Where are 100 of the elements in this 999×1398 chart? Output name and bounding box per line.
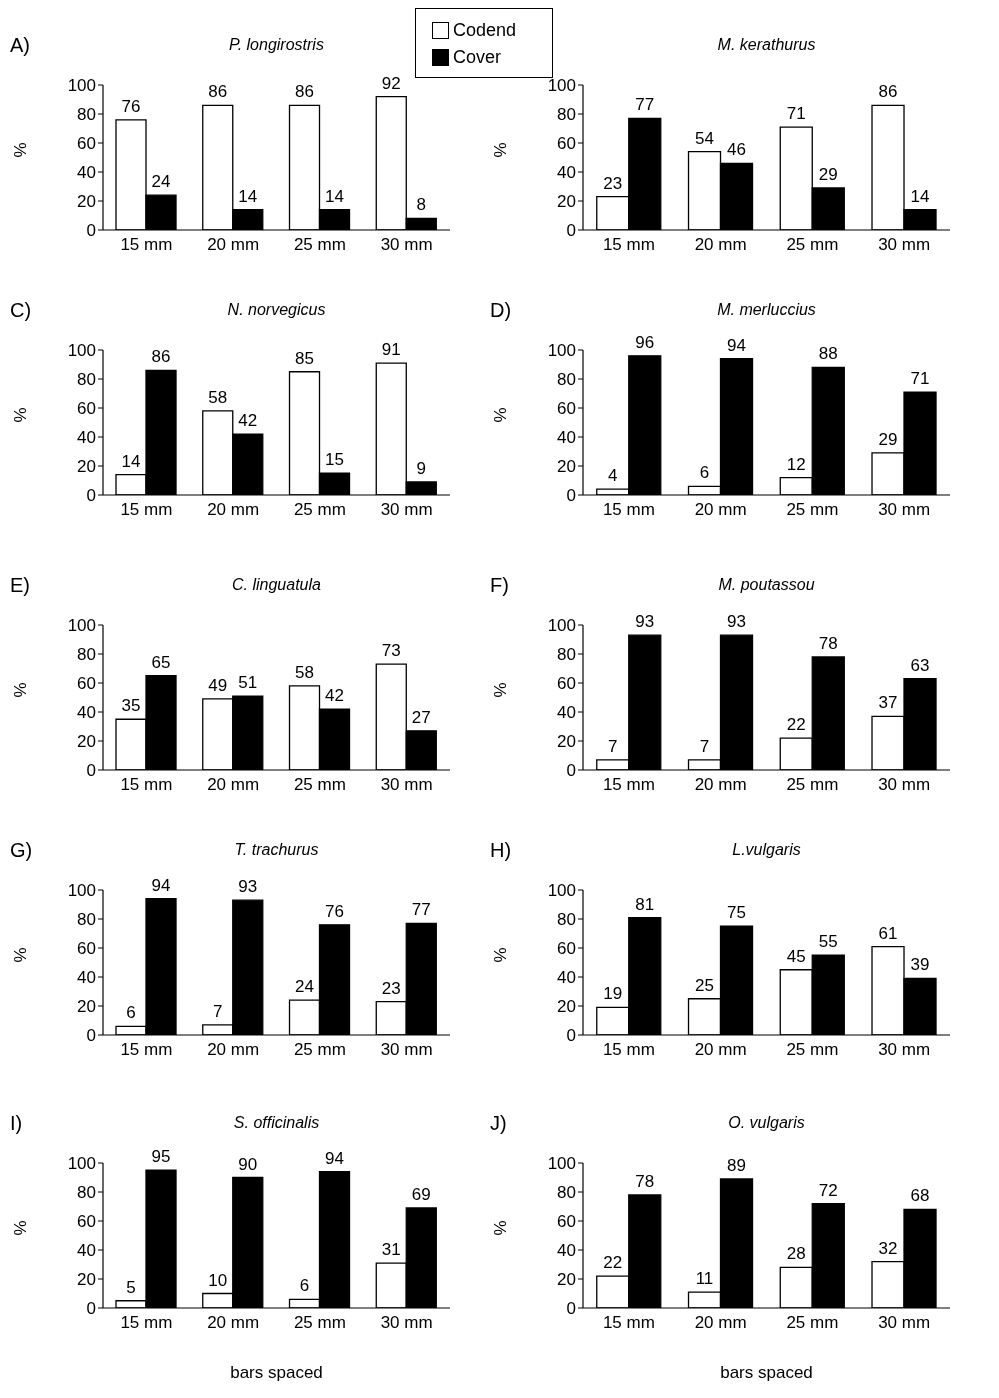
x-tick-label: 25 mm (786, 1040, 839, 1060)
y-tick-label: 60 (77, 674, 96, 694)
x-tick-label: 20 mm (694, 1040, 747, 1060)
data-label: 94 (325, 1148, 344, 1168)
y-axis-title: % (491, 947, 511, 963)
y-tick-label: 40 (77, 163, 96, 183)
x-tick-label: 30 mm (878, 1313, 931, 1333)
x-tick-label: 20 mm (207, 500, 260, 520)
data-label: 51 (238, 673, 258, 693)
data-label: 7 (213, 1001, 223, 1021)
text: A) (10, 34, 30, 56)
y-tick-label: 100 (547, 76, 576, 96)
data-label: 95 (151, 1147, 171, 1167)
x-tick-label: 30 mm (380, 1313, 433, 1333)
y-tick-label: 20 (557, 997, 576, 1017)
y-tick-label: 20 (77, 457, 96, 477)
y-tick-label: 60 (77, 399, 96, 419)
x-tick-label: 30 mm (380, 500, 433, 520)
y-axis-title: % (491, 1220, 511, 1236)
y-tick-label: 40 (557, 163, 576, 183)
y-tick-label: 0 (86, 761, 96, 781)
data-label: 14 (325, 186, 344, 206)
text: J) (490, 1112, 507, 1134)
y-tick-label: 60 (77, 939, 96, 959)
y-tick-label: 0 (86, 1026, 96, 1046)
y-tick-label: 80 (557, 910, 576, 930)
data-label: 86 (878, 82, 898, 102)
x-tick-label: 15 mm (120, 1040, 173, 1060)
data-label: 89 (727, 1155, 746, 1175)
x-tick-label: 25 mm (293, 1313, 346, 1333)
x-tick-label: 15 mm (120, 500, 173, 520)
data-label: 29 (878, 429, 898, 449)
data-label: 81 (635, 894, 655, 914)
chart-title: T. trachurus (234, 841, 319, 858)
text: G) (10, 839, 33, 861)
y-tick-label: 0 (566, 761, 576, 781)
chart-title: N. norvegicus (227, 301, 326, 318)
x-tick-label: 20 mm (694, 235, 747, 255)
data-label: 94 (151, 875, 171, 895)
data-label: 12 (786, 454, 806, 474)
data-label: 77 (411, 900, 431, 920)
data-label: 42 (238, 411, 258, 431)
x-tick-label: 15 mm (120, 775, 173, 795)
y-tick-label: 0 (566, 486, 576, 506)
data-label: 65 (151, 652, 171, 672)
y-axis-title: % (491, 407, 511, 423)
x-tick-label: 20 mm (207, 775, 260, 795)
x-tick-label: 30 mm (878, 235, 931, 255)
y-tick-label: 60 (77, 1212, 96, 1232)
y-tick-label: 60 (557, 1212, 576, 1232)
data-label: 73 (381, 641, 401, 661)
y-tick-label: 20 (557, 457, 576, 477)
y-tick-label: 80 (557, 370, 576, 390)
x-tick-label: 15 mm (602, 235, 655, 255)
text: H) (490, 839, 512, 861)
data-label: 68 (910, 1186, 930, 1206)
y-tick-label: 60 (77, 134, 96, 154)
text: E) (10, 574, 30, 596)
data-label: 54 (695, 128, 714, 148)
text: C) (10, 299, 32, 321)
y-axis-title: % (11, 947, 31, 963)
data-label: 25 (695, 975, 714, 995)
data-label: 6 (126, 1003, 136, 1023)
x-tick-label: 15 mm (602, 775, 655, 795)
data-label: 14 (238, 186, 258, 206)
x-tick-label: 25 mm (293, 235, 346, 255)
y-tick-label: 0 (566, 221, 576, 241)
x-tick-label: 30 mm (878, 775, 931, 795)
y-tick-label: 40 (557, 968, 576, 988)
data-label: 55 (818, 932, 838, 952)
y-tick-label: 20 (557, 192, 576, 212)
x-tick-label: 15 mm (120, 1313, 173, 1333)
y-tick-label: 20 (77, 1270, 96, 1290)
x-tick-label: 25 mm (293, 1040, 346, 1060)
x-tick-label: 20 mm (694, 500, 747, 520)
y-tick-label: 20 (557, 732, 576, 752)
x-tick-label: 30 mm (380, 235, 433, 255)
x-tick-label: 25 mm (293, 500, 346, 520)
y-tick-label: 0 (86, 221, 96, 241)
data-label: 11 (695, 1269, 714, 1289)
data-label: 45 (786, 946, 806, 966)
chart-title: M. kerathurus (717, 36, 816, 53)
y-axis-title: % (11, 1220, 31, 1236)
y-tick-label: 60 (557, 939, 576, 959)
y-tick-label: 80 (77, 910, 96, 930)
chart-title: C. linguatula (232, 576, 321, 593)
data-label: 22 (786, 715, 806, 735)
y-tick-label: 0 (86, 1299, 96, 1319)
data-label: 24 (151, 172, 171, 192)
text: F) (490, 574, 509, 596)
data-label: 7 (699, 736, 710, 756)
data-label: 23 (603, 173, 623, 193)
x-tick-label: 15 mm (602, 1313, 655, 1333)
x-tick-label: 15 mm (602, 500, 655, 520)
x-tick-label: 20 mm (207, 1040, 260, 1060)
data-label: 91 (381, 340, 401, 360)
x-tick-label: 20 mm (694, 775, 747, 795)
data-label: 9 (416, 458, 426, 478)
y-tick-label: 40 (77, 968, 96, 988)
y-axis-title: % (491, 142, 511, 158)
